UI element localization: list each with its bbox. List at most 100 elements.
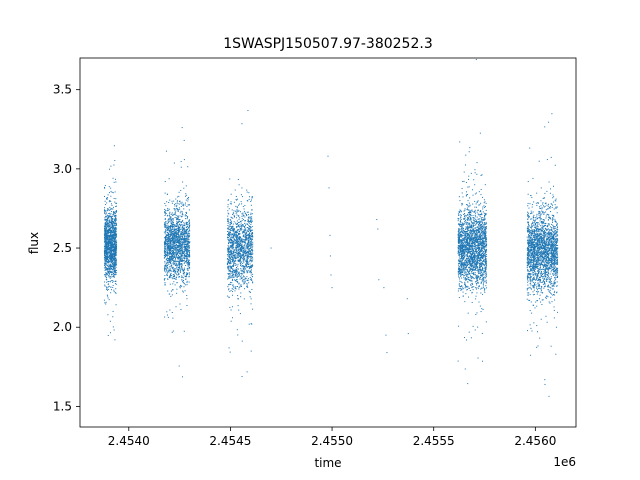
data-point xyxy=(228,242,230,244)
data-point xyxy=(232,229,234,231)
data-point xyxy=(231,266,233,268)
data-point xyxy=(108,216,110,218)
data-point xyxy=(183,246,185,248)
data-point xyxy=(174,246,176,248)
data-point xyxy=(469,213,471,215)
data-point xyxy=(106,267,108,269)
data-point xyxy=(173,248,175,250)
data-point xyxy=(173,278,175,280)
data-point xyxy=(177,227,179,229)
data-point xyxy=(169,258,171,260)
data-point xyxy=(106,253,108,255)
data-point xyxy=(106,198,108,200)
data-point xyxy=(172,257,174,259)
data-point xyxy=(246,260,248,262)
data-point xyxy=(232,243,234,245)
data-point xyxy=(241,232,243,234)
data-point xyxy=(110,222,112,224)
data-point xyxy=(184,249,186,251)
data-point xyxy=(105,239,107,241)
data-point xyxy=(108,209,110,211)
data-point xyxy=(109,222,111,224)
data-point xyxy=(115,216,117,218)
data-point xyxy=(186,244,188,246)
data-point xyxy=(247,286,249,288)
data-point xyxy=(248,247,250,249)
data-point xyxy=(179,227,181,229)
data-point xyxy=(112,221,114,223)
data-point xyxy=(229,262,231,264)
data-point xyxy=(246,237,248,239)
data-point xyxy=(472,265,474,266)
data-point xyxy=(230,221,232,223)
data-point xyxy=(245,233,247,235)
data-point xyxy=(107,216,109,218)
data-point xyxy=(165,236,167,238)
data-point xyxy=(111,224,113,226)
data-point xyxy=(115,269,117,271)
data-point xyxy=(227,237,229,239)
data-point xyxy=(236,207,238,209)
data-point xyxy=(177,233,179,235)
data-point xyxy=(231,245,233,247)
data-point xyxy=(113,234,115,236)
data-point xyxy=(187,217,189,219)
data-point xyxy=(238,309,240,311)
data-point xyxy=(105,235,107,237)
data-point xyxy=(115,228,117,230)
data-point xyxy=(457,251,459,253)
data-point xyxy=(179,223,181,225)
data-point xyxy=(243,229,245,231)
data-point xyxy=(173,261,175,263)
data-point xyxy=(179,303,181,305)
data-point xyxy=(242,253,244,255)
data-point xyxy=(228,253,230,255)
data-point xyxy=(240,255,242,257)
data-point xyxy=(479,226,481,228)
data-point xyxy=(110,216,112,218)
data-point xyxy=(104,224,106,226)
data-point xyxy=(470,254,472,256)
data-point xyxy=(234,240,236,242)
data-point xyxy=(109,239,111,241)
data-point xyxy=(235,273,237,275)
data-point xyxy=(109,255,111,257)
data-point xyxy=(188,265,190,267)
data-point xyxy=(106,273,108,275)
data-point xyxy=(462,246,464,248)
data-point xyxy=(184,215,186,217)
data-point xyxy=(172,274,174,276)
data-point xyxy=(176,240,178,242)
data-point xyxy=(247,264,249,266)
data-point xyxy=(114,227,116,229)
data-point xyxy=(171,202,173,204)
data-point xyxy=(171,276,173,278)
data-point xyxy=(111,257,113,259)
data-point xyxy=(106,258,108,260)
data-point xyxy=(251,235,253,237)
data-point xyxy=(113,253,115,255)
data-point xyxy=(181,267,183,269)
data-point xyxy=(228,226,230,228)
data-point xyxy=(184,248,186,250)
data-point xyxy=(472,272,474,274)
data-point xyxy=(105,256,107,257)
data-point xyxy=(474,260,476,262)
data-point xyxy=(174,242,176,244)
data-point xyxy=(165,221,167,223)
data-point xyxy=(186,260,188,262)
data-point xyxy=(237,225,239,227)
data-point xyxy=(235,250,237,252)
data-point xyxy=(228,267,230,269)
data-point xyxy=(237,272,239,274)
data-point xyxy=(174,272,176,274)
data-point xyxy=(246,371,248,373)
data-point xyxy=(236,243,238,245)
data-point xyxy=(230,267,232,269)
data-point xyxy=(167,247,169,249)
data-point xyxy=(240,250,242,252)
data-point xyxy=(243,269,245,271)
data-point xyxy=(249,245,251,247)
data-point xyxy=(169,225,171,227)
data-point xyxy=(183,208,185,210)
